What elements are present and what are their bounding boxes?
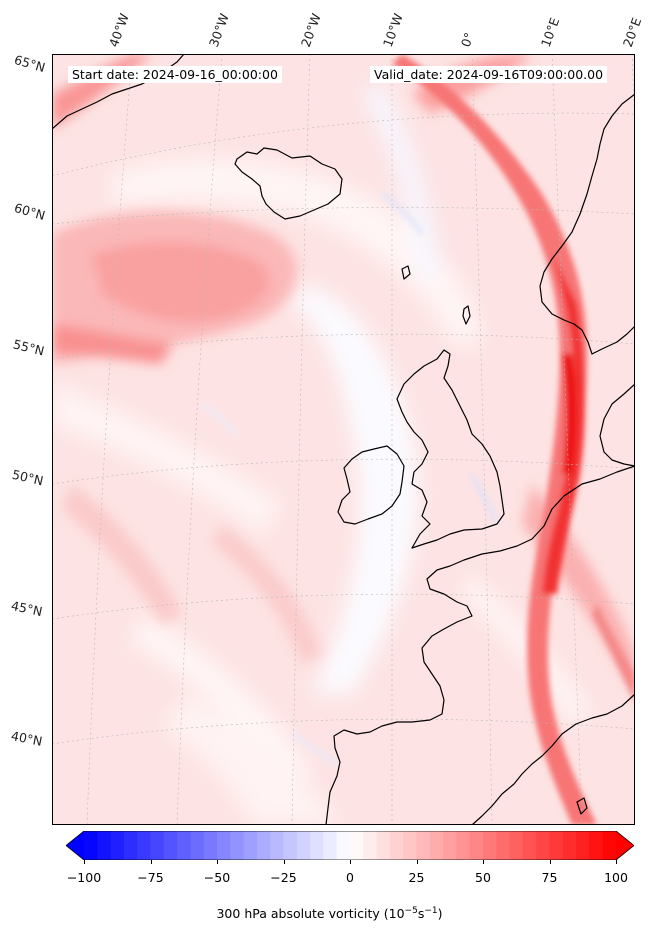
- colorbar-cell: [150, 831, 165, 860]
- colorbar-tick-mark: [616, 860, 617, 864]
- lat-label-65n: 65°N: [12, 51, 47, 76]
- colorbar-cell: [323, 831, 338, 860]
- colorbar-tick-mark: [217, 860, 218, 864]
- lat-label-55n: 55°N: [11, 336, 46, 359]
- colorbar-tick-mark: [416, 860, 418, 864]
- lon-label-0: 0°: [457, 30, 477, 49]
- colorbar-cell: [562, 831, 577, 860]
- lat-label-45n: 45°N: [9, 597, 44, 620]
- colorbar-tick-label: 25: [408, 870, 425, 885]
- colorbar-tick-label: −25: [270, 870, 297, 885]
- colorbar-tick-label: 100: [604, 870, 628, 885]
- lat-label-50n: 50°N: [10, 466, 45, 489]
- colorbar-low-extend: [66, 831, 84, 860]
- shetland-coast: [462, 305, 471, 325]
- valid-date-label: Valid_date: 2024-09-16T09:00:00.00: [370, 66, 608, 83]
- colorbar-tick-mark: [549, 860, 551, 864]
- lon-label-10w: 10°W: [379, 11, 406, 49]
- lon-label-20e: 20°E: [619, 15, 645, 49]
- colorbar-tick-label: −100: [66, 870, 102, 885]
- map-border: [52, 54, 635, 825]
- colorbar-high-extend: [616, 831, 634, 860]
- denmark-coast: [599, 383, 635, 467]
- colorbar-cell: [203, 831, 218, 860]
- colorbar-tick-mark: [84, 860, 85, 864]
- start-date-label: Start date: 2024-09-16_00:00:00: [68, 66, 282, 83]
- colorbar-cell: [230, 831, 245, 860]
- lon-label-10e: 10°E: [537, 15, 563, 49]
- colorbar-cell: [177, 831, 191, 860]
- colorbar-cell: [456, 831, 471, 860]
- colorbar-tick-label: 50: [475, 870, 491, 885]
- colorbar-cell: [243, 831, 258, 860]
- colorbar-cell: [256, 831, 271, 860]
- sardinia-coast: [576, 797, 588, 815]
- europe-coast: [325, 465, 635, 825]
- colorbar-cell: [190, 831, 205, 860]
- colorbar-cell: [363, 831, 378, 860]
- colorbar-cell: [296, 831, 311, 860]
- colorbar-cell: [110, 831, 125, 860]
- colorbar-tick-label: 75: [541, 870, 558, 885]
- colorbar-cell: [536, 831, 551, 860]
- vorticity-map: [52, 54, 635, 825]
- iceland-coast: [234, 147, 343, 220]
- lon-label-40w: 40°W: [105, 11, 132, 49]
- colorbar-cell: [376, 831, 391, 860]
- colorbar-cell: [283, 831, 298, 860]
- colorbar-cell: [97, 831, 112, 860]
- colorbar-cell: [429, 831, 444, 860]
- lat-label-60n: 60°N: [12, 199, 47, 224]
- colorbar-cell: [350, 831, 364, 860]
- colorbar-cell: [123, 831, 138, 860]
- graticule: [52, 54, 635, 825]
- lon-label-20w: 20°W: [297, 11, 324, 49]
- colorbar-tick-mark: [483, 860, 484, 864]
- colorbar-cell: [443, 831, 457, 860]
- colorbar-cell: [270, 831, 285, 860]
- colorbar-tick-mark: [150, 860, 152, 864]
- colorbar-cell: [496, 831, 511, 860]
- colorbar-tick-label: −75: [137, 870, 164, 885]
- colorbar-cell: [217, 831, 231, 860]
- ireland-coast: [337, 445, 405, 525]
- great-britain-coast: [396, 349, 505, 549]
- faroe-coast: [401, 265, 411, 280]
- colorbar-cell: [84, 831, 98, 860]
- colorbar-cell: [483, 831, 497, 860]
- lat-label-40n: 40°N: [9, 728, 44, 749]
- colorbar-cell: [589, 831, 604, 860]
- colorbar-cell: [389, 831, 404, 860]
- colorbar-cell: [549, 831, 564, 860]
- negative-vorticity-streaks: [200, 191, 500, 767]
- colorbar-tick-label: −50: [203, 870, 231, 885]
- colorbar-cell: [416, 831, 431, 860]
- jet-vorticity-band: [392, 54, 635, 825]
- colorbar-tick-label: 0: [346, 870, 354, 885]
- colorbar-cell: [310, 831, 324, 860]
- colorbar-tick-mark: [350, 860, 351, 864]
- colorbar-cell: [576, 831, 590, 860]
- colorbar-cell: [137, 831, 152, 860]
- colorbar-cell: [336, 831, 351, 860]
- colorbar-cell: [163, 831, 178, 860]
- colorbar-tick-mark: [283, 860, 285, 864]
- coastlines: [52, 54, 635, 825]
- colorbar-cell: [522, 831, 537, 860]
- colorbar-cell: [509, 831, 524, 860]
- colorbar-cell: [602, 831, 617, 860]
- moderate-vorticity-regions: [52, 54, 635, 694]
- colorbar: [66, 831, 634, 860]
- map-panel: [52, 54, 635, 825]
- colorbar-cell: [469, 831, 484, 860]
- lon-label-30w: 30°W: [205, 11, 232, 49]
- norway-coast: [539, 93, 635, 355]
- mediterranean-coast: [471, 693, 635, 825]
- colorbar-cell: [403, 831, 418, 860]
- colorbar-label: 300 hPa absolute vorticity (10−5s−1): [216, 906, 443, 922]
